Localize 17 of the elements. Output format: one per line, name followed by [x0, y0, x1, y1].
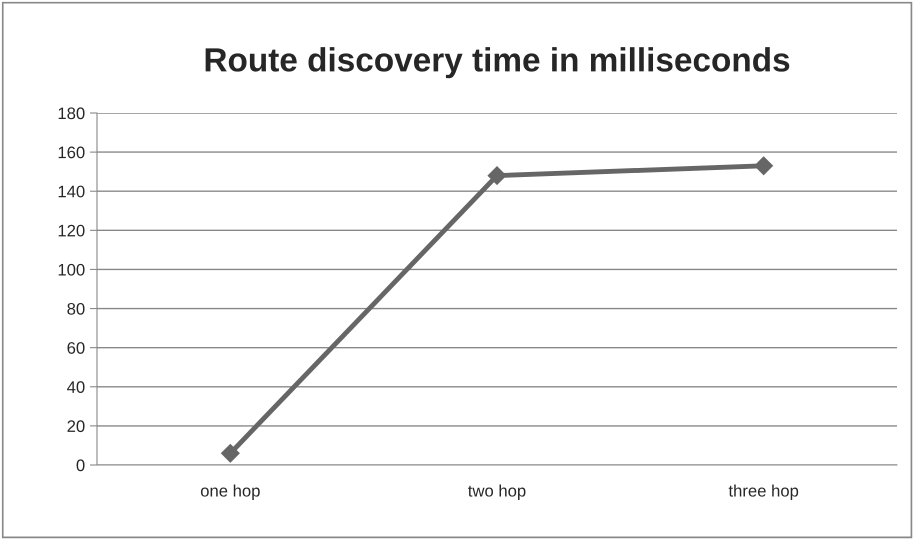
x-tick-label: two hop	[468, 484, 526, 500]
y-tick-label: 160	[58, 146, 85, 158]
x-tick-label: three hop	[728, 484, 798, 500]
y-tick-label: 0	[76, 459, 85, 472]
y-tick-label: 100	[58, 264, 85, 276]
point	[220, 444, 240, 463]
chart-title: Route discovery time in milliseconds	[206, 47, 790, 78]
point	[488, 166, 506, 185]
y-tick-label: 80	[67, 302, 85, 315]
y-tick-label: 20	[67, 420, 85, 432]
y-tick-label: 40	[67, 381, 85, 393]
x-tick-label: one hop	[200, 484, 260, 500]
y-tick-label: 120	[58, 224, 85, 237]
point	[754, 156, 774, 176]
y-tick-label: 60	[68, 342, 85, 354]
y-tick-label: 180	[58, 107, 85, 120]
y-tick-label: 140	[58, 186, 85, 198]
